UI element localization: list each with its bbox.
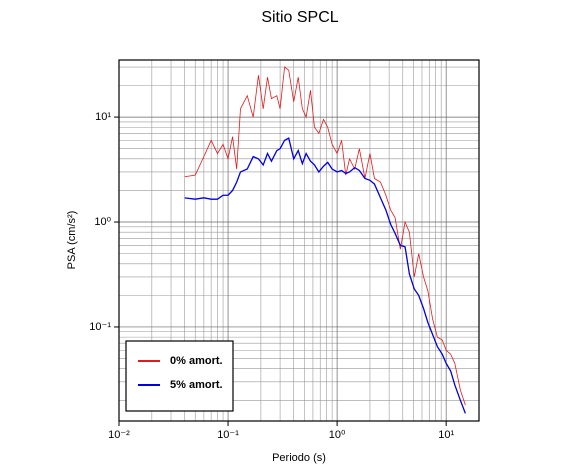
plot-frame — [118, 59, 480, 422]
legend-box — [125, 340, 234, 412]
x-axis-label: Periodo (s) — [272, 452, 326, 464]
y-axis-label: PSA (cm/s²) — [66, 211, 78, 270]
x-tick-label: 10⁰ — [329, 429, 346, 441]
y-tick-label: 10⁰ — [94, 216, 111, 228]
series-line — [184, 66, 466, 406]
x-tick-label: 10¹ — [438, 429, 454, 441]
chart-title: Sitio SPCL — [261, 9, 338, 26]
legend-label: 0% amort. — [170, 355, 223, 367]
x-tick-label: 10⁻² — [108, 429, 130, 441]
legend-label: 5% amort. — [170, 379, 223, 391]
x-tick-label: 10⁻¹ — [217, 429, 239, 441]
y-tick-label: 10⁻¹ — [89, 321, 111, 333]
series-line — [184, 137, 466, 414]
legend: 0% amort. 5% amort. — [125, 340, 234, 412]
y-tick-label: 10¹ — [95, 111, 111, 123]
